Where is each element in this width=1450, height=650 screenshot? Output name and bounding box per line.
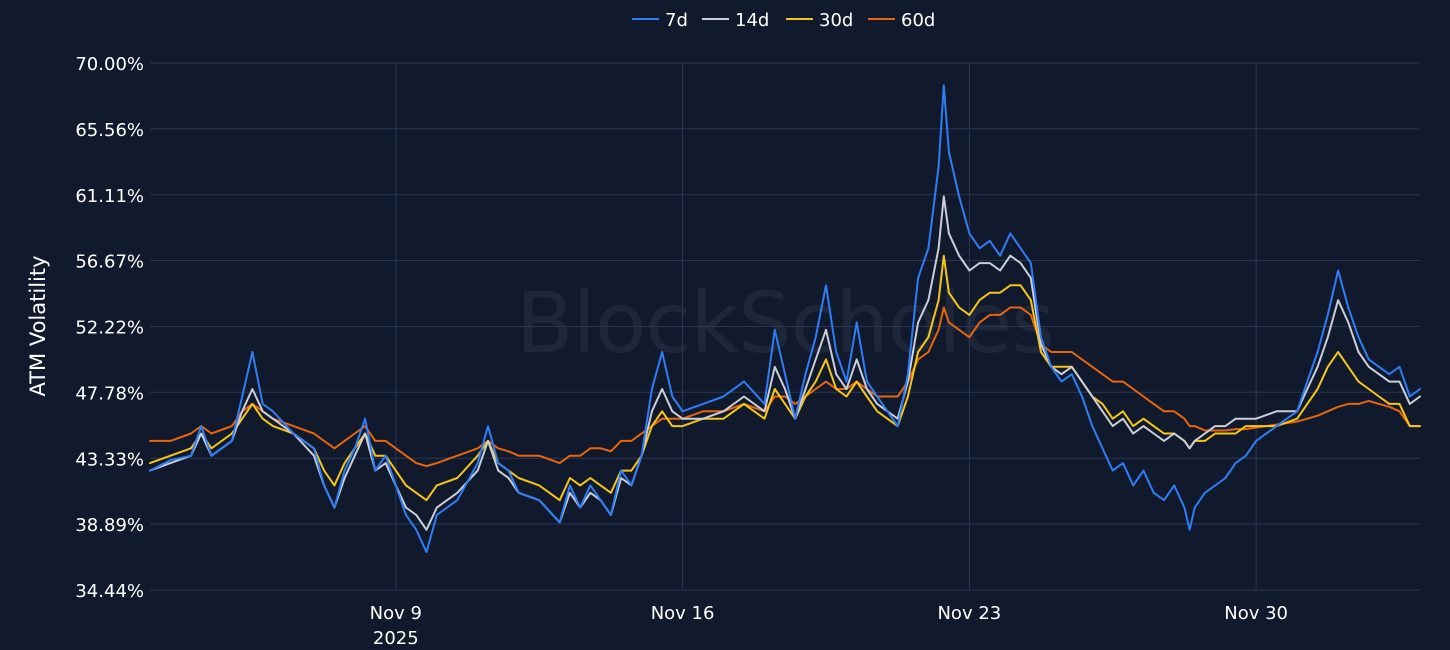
series-line-14d [149, 195, 1421, 531]
y-tick-label: 70.00% [75, 54, 144, 75]
grid-lines [150, 62, 1420, 591]
legend-label: 7d [665, 10, 688, 31]
legend-label: 60d [901, 10, 935, 31]
x-tick-label: Nov 23 [937, 603, 1001, 624]
x-axis-ticks: Nov 9 2025 Nov 16 Nov 23 Nov 30 [370, 603, 1288, 649]
x-tick-sublabel: 2025 [373, 628, 419, 649]
y-tick-label: 38.89% [75, 515, 144, 536]
watermark-logo: BlockScholes [516, 274, 1054, 372]
x-tick-label: Nov 9 [370, 603, 422, 624]
y-tick-label: 34.44% [75, 581, 144, 602]
y-axis-title: ATM Volatility [26, 255, 50, 396]
y-axis-ticks: 34.44% 38.89% 43.33% 47.78% 52.22% 56.67% 61.1… [75, 54, 144, 602]
x-tick-label: Nov 16 [651, 603, 715, 624]
y-tick-label: 43.33% [75, 449, 144, 470]
y-tick-label: 65.56% [75, 120, 144, 141]
y-tick-label: 61.11% [75, 186, 144, 207]
legend-label: 14d [735, 10, 769, 31]
legend-item-60d[interactable]: 60d [868, 10, 935, 31]
legend[interactable]: 7d 14d 30d 60d [632, 10, 935, 31]
series-lines [149, 84, 1421, 554]
series-line-30d [149, 254, 1421, 502]
y-tick-label: 47.78% [75, 383, 144, 404]
legend-item-30d[interactable]: 30d [786, 10, 853, 31]
legend-item-14d[interactable]: 14d [702, 10, 769, 31]
x-tick-label: Nov 30 [1224, 603, 1288, 624]
series-line-7d [149, 84, 1421, 554]
legend-label: 30d [819, 10, 853, 31]
legend-item-7d[interactable]: 7d [632, 10, 688, 31]
y-tick-label: 56.67% [75, 252, 144, 273]
y-tick-label: 52.22% [75, 318, 144, 339]
